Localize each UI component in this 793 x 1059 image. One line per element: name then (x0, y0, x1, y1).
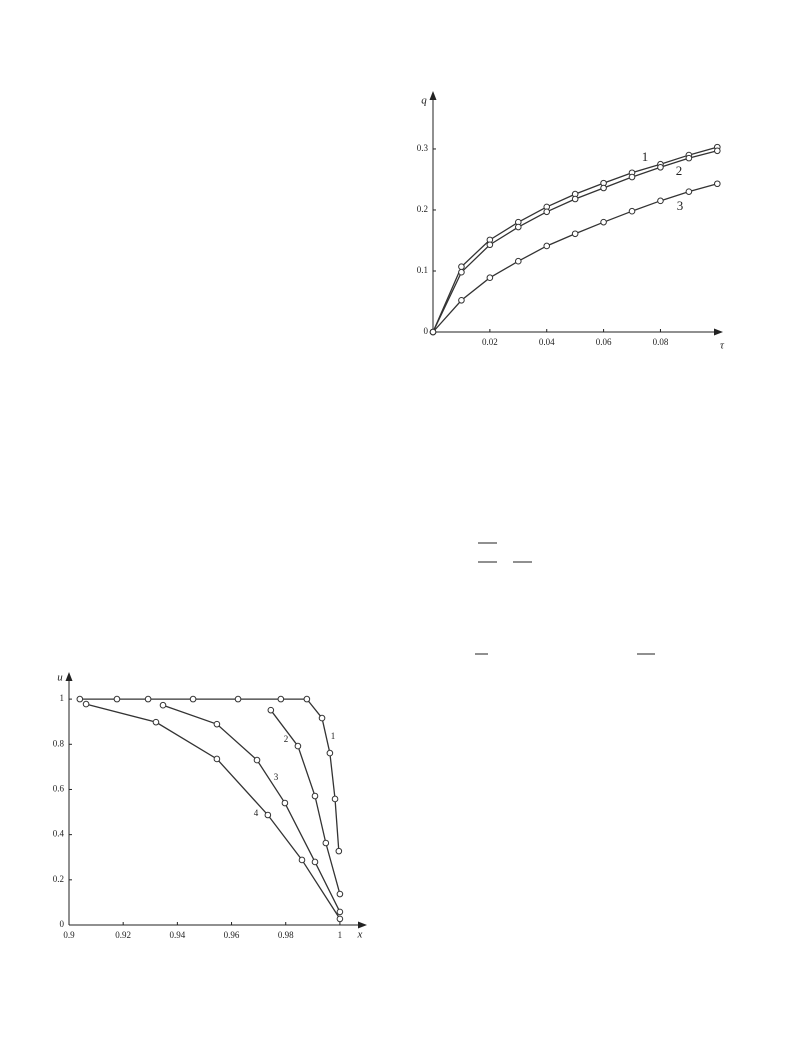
point (335, 847, 343, 855)
formula-fragments (475, 542, 655, 655)
point (322, 839, 330, 847)
point (628, 173, 636, 181)
curve-label: 2 (284, 734, 289, 744)
point (331, 795, 339, 803)
y-arrow (429, 91, 437, 100)
x-tick-label: 0.9 (63, 930, 75, 940)
x-tick-label: 0.92 (115, 930, 131, 940)
y-tick-label: 0.4 (53, 829, 65, 839)
x-tick-label: 0.06 (596, 337, 612, 347)
point (144, 695, 152, 703)
y-tick-label: 0.6 (53, 784, 65, 794)
point (543, 242, 551, 250)
point (298, 856, 306, 864)
point (277, 695, 285, 703)
point (318, 714, 326, 722)
curve-label: 4 (254, 808, 259, 818)
point (213, 755, 221, 763)
y-tick-label: 0.8 (53, 738, 65, 748)
point (458, 268, 465, 276)
point (685, 154, 693, 162)
y-tick-label: 0 (60, 919, 65, 929)
point (82, 700, 90, 708)
y-axis-label: u (57, 672, 63, 684)
point (600, 218, 607, 226)
point (113, 695, 121, 703)
point (303, 695, 311, 703)
y-tick-label: 0 (424, 326, 429, 336)
point (267, 706, 275, 714)
y-tick-label: 1 (60, 693, 65, 703)
curve-label: 1 (331, 731, 336, 741)
chart: τ q 0.02 0.04 0.06 0.08 0 0.1 0.2 0.3 1 2 3 (417, 91, 725, 352)
point (264, 811, 272, 819)
point (628, 207, 636, 215)
curve-label: 3 (677, 198, 684, 213)
point (336, 915, 344, 923)
point (213, 720, 221, 728)
point (336, 908, 344, 916)
point (458, 263, 465, 271)
point (234, 695, 242, 703)
point (429, 328, 437, 336)
curve-label: 1 (642, 149, 649, 164)
curve (85, 703, 341, 920)
point (253, 756, 261, 764)
point (543, 208, 551, 216)
point (600, 184, 607, 192)
point (76, 695, 84, 703)
point (336, 890, 344, 898)
curve (432, 150, 718, 333)
x-tick-label: 0.96 (224, 930, 240, 940)
x-tick-label: 0.98 (278, 930, 294, 940)
point (152, 718, 160, 726)
point (326, 749, 334, 757)
x-tick-label: 0.94 (169, 930, 185, 940)
y-tick-label: 0.2 (417, 204, 428, 214)
curve-label: 2 (676, 163, 683, 178)
x-arrow (358, 921, 367, 929)
point (571, 195, 579, 203)
point (486, 274, 494, 281)
curve (270, 709, 341, 895)
y-tick-label: 0.3 (417, 143, 429, 153)
point (657, 197, 664, 205)
x-axis-label: x (357, 929, 363, 941)
point (311, 792, 319, 800)
point (311, 858, 319, 866)
point (281, 799, 289, 807)
curve (432, 146, 718, 333)
point (685, 188, 693, 195)
x-arrow (714, 328, 723, 336)
point (458, 296, 465, 304)
point (189, 695, 197, 703)
point (571, 230, 579, 238)
point (514, 257, 522, 265)
x-tick-label: 1 (338, 930, 343, 940)
curve-label: 3 (274, 772, 279, 782)
y-axis-label: q (421, 95, 427, 107)
point (714, 180, 721, 188)
point (159, 701, 167, 709)
point (294, 742, 302, 750)
y-tick-label: 0.1 (417, 265, 428, 275)
point (514, 223, 522, 231)
curve (162, 704, 341, 913)
point (714, 147, 721, 155)
x-tick-label: 0.08 (653, 337, 669, 347)
point (486, 241, 494, 249)
x-tick-label: 0.02 (482, 337, 498, 347)
y-arrow (65, 672, 73, 681)
y-tick-label: 0.2 (53, 874, 64, 884)
x-tick-label: 0.04 (539, 337, 555, 347)
chart: x u 0.9 0.92 0.94 0.96 0.98 1 0 0.2 0.4 0.6 0.8 1 1 2 3 4 (53, 672, 367, 941)
point (657, 163, 664, 171)
x-axis-label: τ (720, 340, 725, 352)
